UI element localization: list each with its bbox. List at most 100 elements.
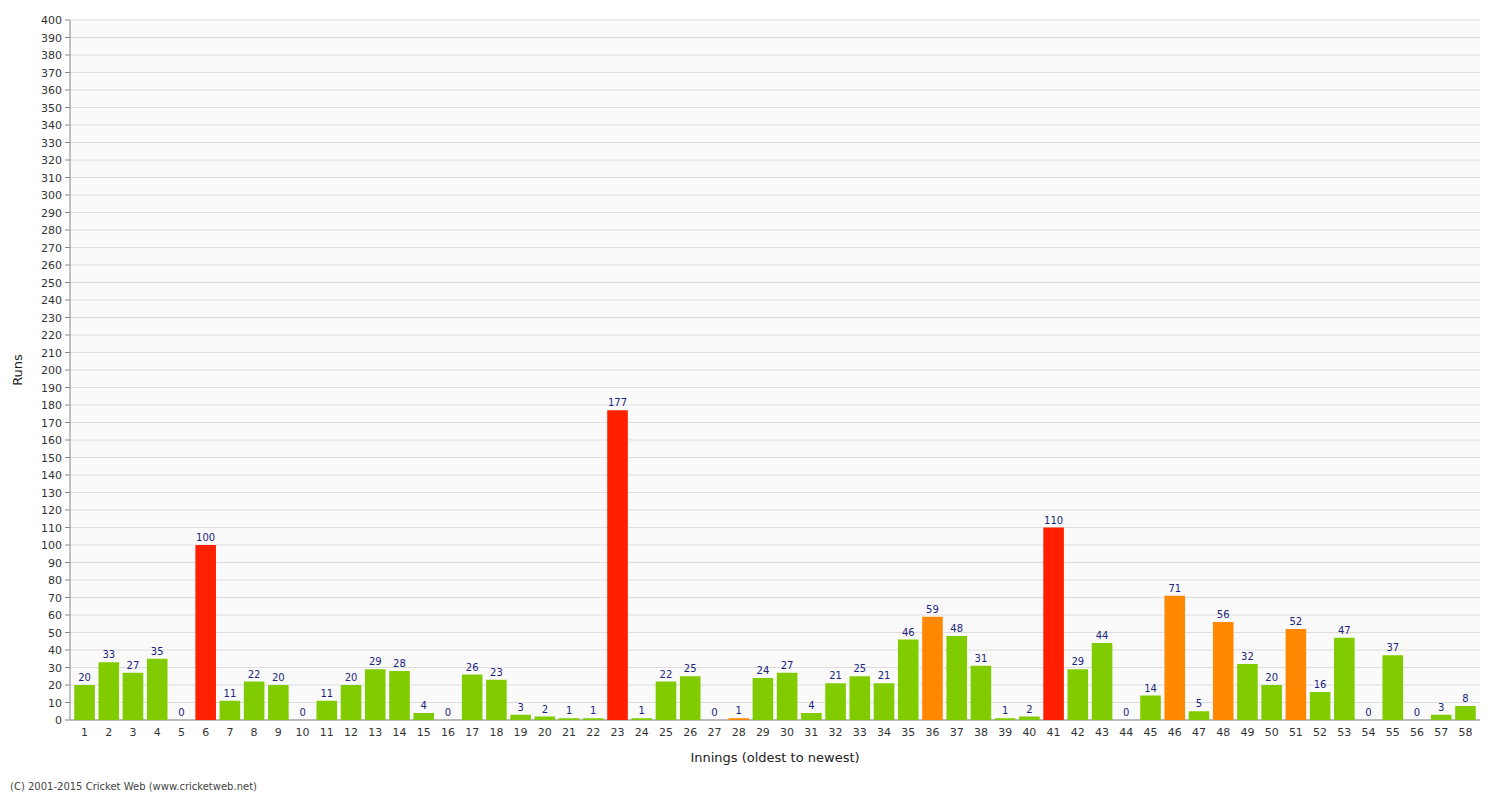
bar	[753, 678, 774, 720]
grid-line	[70, 177, 1480, 178]
data-label: 2	[542, 704, 548, 715]
grid-line	[70, 335, 1480, 336]
y-tick	[65, 177, 70, 178]
x-tick-label: 20	[538, 726, 552, 739]
data-label: 23	[490, 667, 503, 678]
y-tick-label: 370	[41, 67, 62, 80]
bar	[389, 671, 410, 720]
x-tick-label: 13	[368, 726, 382, 739]
y-tick-label: 350	[41, 102, 62, 115]
grid-line	[70, 142, 1480, 143]
x-tick-label: 33	[853, 726, 867, 739]
bar	[1068, 669, 1089, 720]
bar	[1189, 711, 1210, 720]
x-tick-label: 58	[1458, 726, 1472, 739]
bar	[1310, 692, 1331, 720]
bar	[292, 720, 313, 721]
x-tick-label: 56	[1410, 726, 1424, 739]
y-tick	[65, 160, 70, 161]
grid-line	[70, 212, 1480, 213]
data-label: 1	[590, 705, 596, 716]
y-tick	[65, 282, 70, 283]
y-tick	[65, 580, 70, 581]
y-tick-label: 300	[41, 189, 62, 202]
y-tick	[65, 107, 70, 108]
x-tick-label: 18	[489, 726, 503, 739]
data-label: 8	[1462, 693, 1468, 704]
y-tick	[65, 387, 70, 388]
bar	[74, 685, 95, 720]
data-label: 16	[1314, 679, 1327, 690]
chart: 0102030405060708090100110120130140150160…	[0, 0, 1500, 800]
data-label: 0	[1123, 707, 1129, 718]
y-tick-label: 340	[41, 119, 62, 132]
grid-line	[70, 125, 1480, 126]
x-tick-label: 27	[707, 726, 721, 739]
bar	[1116, 720, 1137, 721]
y-tick	[65, 90, 70, 91]
bar	[1019, 717, 1040, 721]
y-tick	[65, 370, 70, 371]
data-label: 4	[808, 700, 814, 711]
x-axis-label: Innings (oldest to newest)	[690, 750, 859, 765]
data-label: 20	[272, 672, 285, 683]
data-label: 27	[127, 660, 140, 671]
bar	[1455, 706, 1476, 720]
bar	[607, 410, 628, 720]
bar	[365, 669, 386, 720]
x-tick-label: 16	[441, 726, 455, 739]
bar	[777, 673, 798, 720]
data-label: 71	[1168, 583, 1181, 594]
bar	[98, 662, 119, 720]
y-tick-label: 380	[41, 49, 62, 62]
grid-line	[70, 667, 1480, 668]
data-label: 110	[1044, 515, 1063, 526]
x-tick-label: 19	[514, 726, 528, 739]
data-label: 1	[735, 705, 741, 716]
data-label: 20	[1265, 672, 1278, 683]
data-label: 0	[178, 707, 184, 718]
data-label: 24	[757, 665, 770, 676]
grid-line	[70, 55, 1480, 56]
x-tick-label: 37	[950, 726, 964, 739]
y-tick-label: 140	[41, 469, 62, 482]
grid-line	[70, 20, 1480, 21]
grid-line	[70, 597, 1480, 598]
x-tick-label: 21	[562, 726, 576, 739]
data-label: 59	[926, 604, 939, 615]
x-tick-label: 3	[129, 726, 136, 739]
bar	[849, 676, 870, 720]
y-tick-label: 190	[41, 382, 62, 395]
grid-line	[70, 632, 1480, 633]
x-tick-label: 24	[635, 726, 649, 739]
y-tick-label: 90	[48, 557, 62, 570]
y-tick	[65, 667, 70, 668]
x-tick-label: 17	[465, 726, 479, 739]
y-tick-label: 290	[41, 207, 62, 220]
bar	[1213, 622, 1234, 720]
y-tick	[65, 265, 70, 266]
y-tick-label: 150	[41, 452, 62, 465]
x-tick-label: 43	[1095, 726, 1109, 739]
grid-line	[70, 107, 1480, 108]
bar	[341, 685, 362, 720]
bars	[74, 410, 1476, 720]
x-tick-label: 12	[344, 726, 358, 739]
data-label: 100	[196, 532, 215, 543]
bar	[1164, 596, 1185, 720]
grid-line	[70, 422, 1480, 423]
bar	[946, 636, 967, 720]
data-label: 28	[393, 658, 406, 669]
bar	[801, 713, 822, 720]
y-tick-label: 10	[48, 697, 62, 710]
x-tick-label: 55	[1386, 726, 1400, 739]
data-label: 3	[1438, 702, 1444, 713]
data-label: 44	[1096, 630, 1109, 641]
y-tick-label: 20	[48, 679, 62, 692]
grid-line	[70, 527, 1480, 528]
x-tick-label: 29	[756, 726, 770, 739]
y-tick	[65, 422, 70, 423]
x-tick-label: 38	[974, 726, 988, 739]
y-tick-label: 390	[41, 32, 62, 45]
data-label: 37	[1386, 642, 1399, 653]
